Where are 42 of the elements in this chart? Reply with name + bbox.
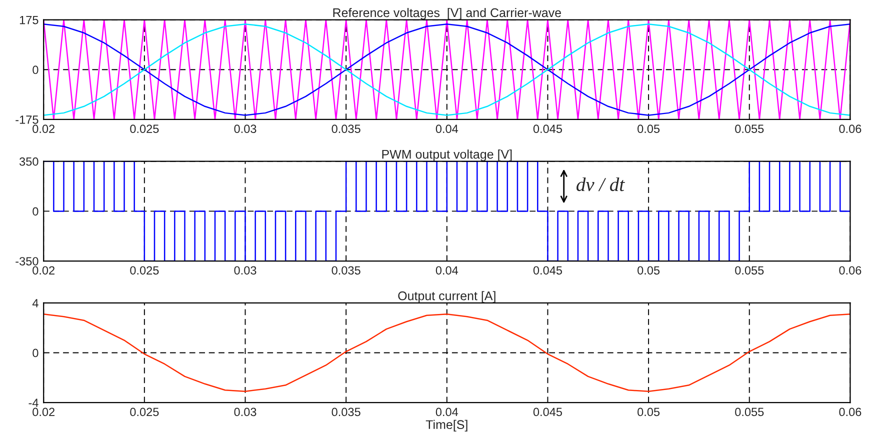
x-tick-label: 0.04 <box>436 124 458 134</box>
x-tick-label: 0.06 <box>839 408 862 416</box>
y-tick-label: -4 <box>28 398 38 407</box>
x-tick-label: 0.045 <box>533 408 562 416</box>
x-tick-label: 0.035 <box>332 266 360 275</box>
x-tick-label: 0.04 <box>436 266 458 275</box>
x-tick-label: 0.03 <box>234 266 256 275</box>
x-tick-label: 0.02 <box>32 124 54 134</box>
y-tick-label: 4 <box>32 299 38 308</box>
x-tick-label: 0.05 <box>638 124 660 134</box>
x-tick-label: 0.055 <box>735 408 764 416</box>
x-tick-label: 0.03 <box>234 408 256 416</box>
y-tick-label: 175 <box>20 16 38 24</box>
y-tick-label: 350 <box>19 157 38 166</box>
line-series <box>44 314 850 392</box>
x-tick-label: 0.025 <box>130 408 159 416</box>
y-tick-label: -350 <box>16 257 38 266</box>
x-tick-label: 0.02 <box>32 408 54 416</box>
x-tick-label: 0.035 <box>332 408 360 416</box>
x-tick-label: 0.045 <box>533 266 562 275</box>
x-tick-label: 0.035 <box>332 124 360 134</box>
y-tick-label: 0 <box>32 66 38 74</box>
x-tick-label: 0.04 <box>436 408 458 416</box>
annotation: dv / dt <box>576 177 625 192</box>
x-axis-title: Time[S] <box>426 420 468 432</box>
x-tick-label: 0.06 <box>839 266 862 275</box>
chart-title: Output current [A] <box>398 291 496 303</box>
x-tick-label: 0.045 <box>533 124 562 134</box>
y-tick-label: 0 <box>32 348 38 358</box>
chart-title: PWM output voltage [V] <box>382 150 512 162</box>
y-tick-label: -175 <box>16 116 38 124</box>
x-tick-label: 0.05 <box>638 408 660 416</box>
x-tick-label: 0.055 <box>735 266 764 275</box>
x-tick-label: 0.06 <box>839 124 862 134</box>
y-tick-label: 0 <box>32 207 38 216</box>
x-tick-label: 0.055 <box>735 124 764 134</box>
x-tick-label: 0.025 <box>130 266 159 275</box>
x-tick-label: 0.02 <box>32 266 54 275</box>
x-tick-label: 0.05 <box>638 266 660 275</box>
chart-title: Reference voltages [V] and Carrier-wave <box>333 8 561 20</box>
x-tick-label: 0.03 <box>234 124 256 134</box>
x-tick-label: 0.025 <box>130 124 159 134</box>
